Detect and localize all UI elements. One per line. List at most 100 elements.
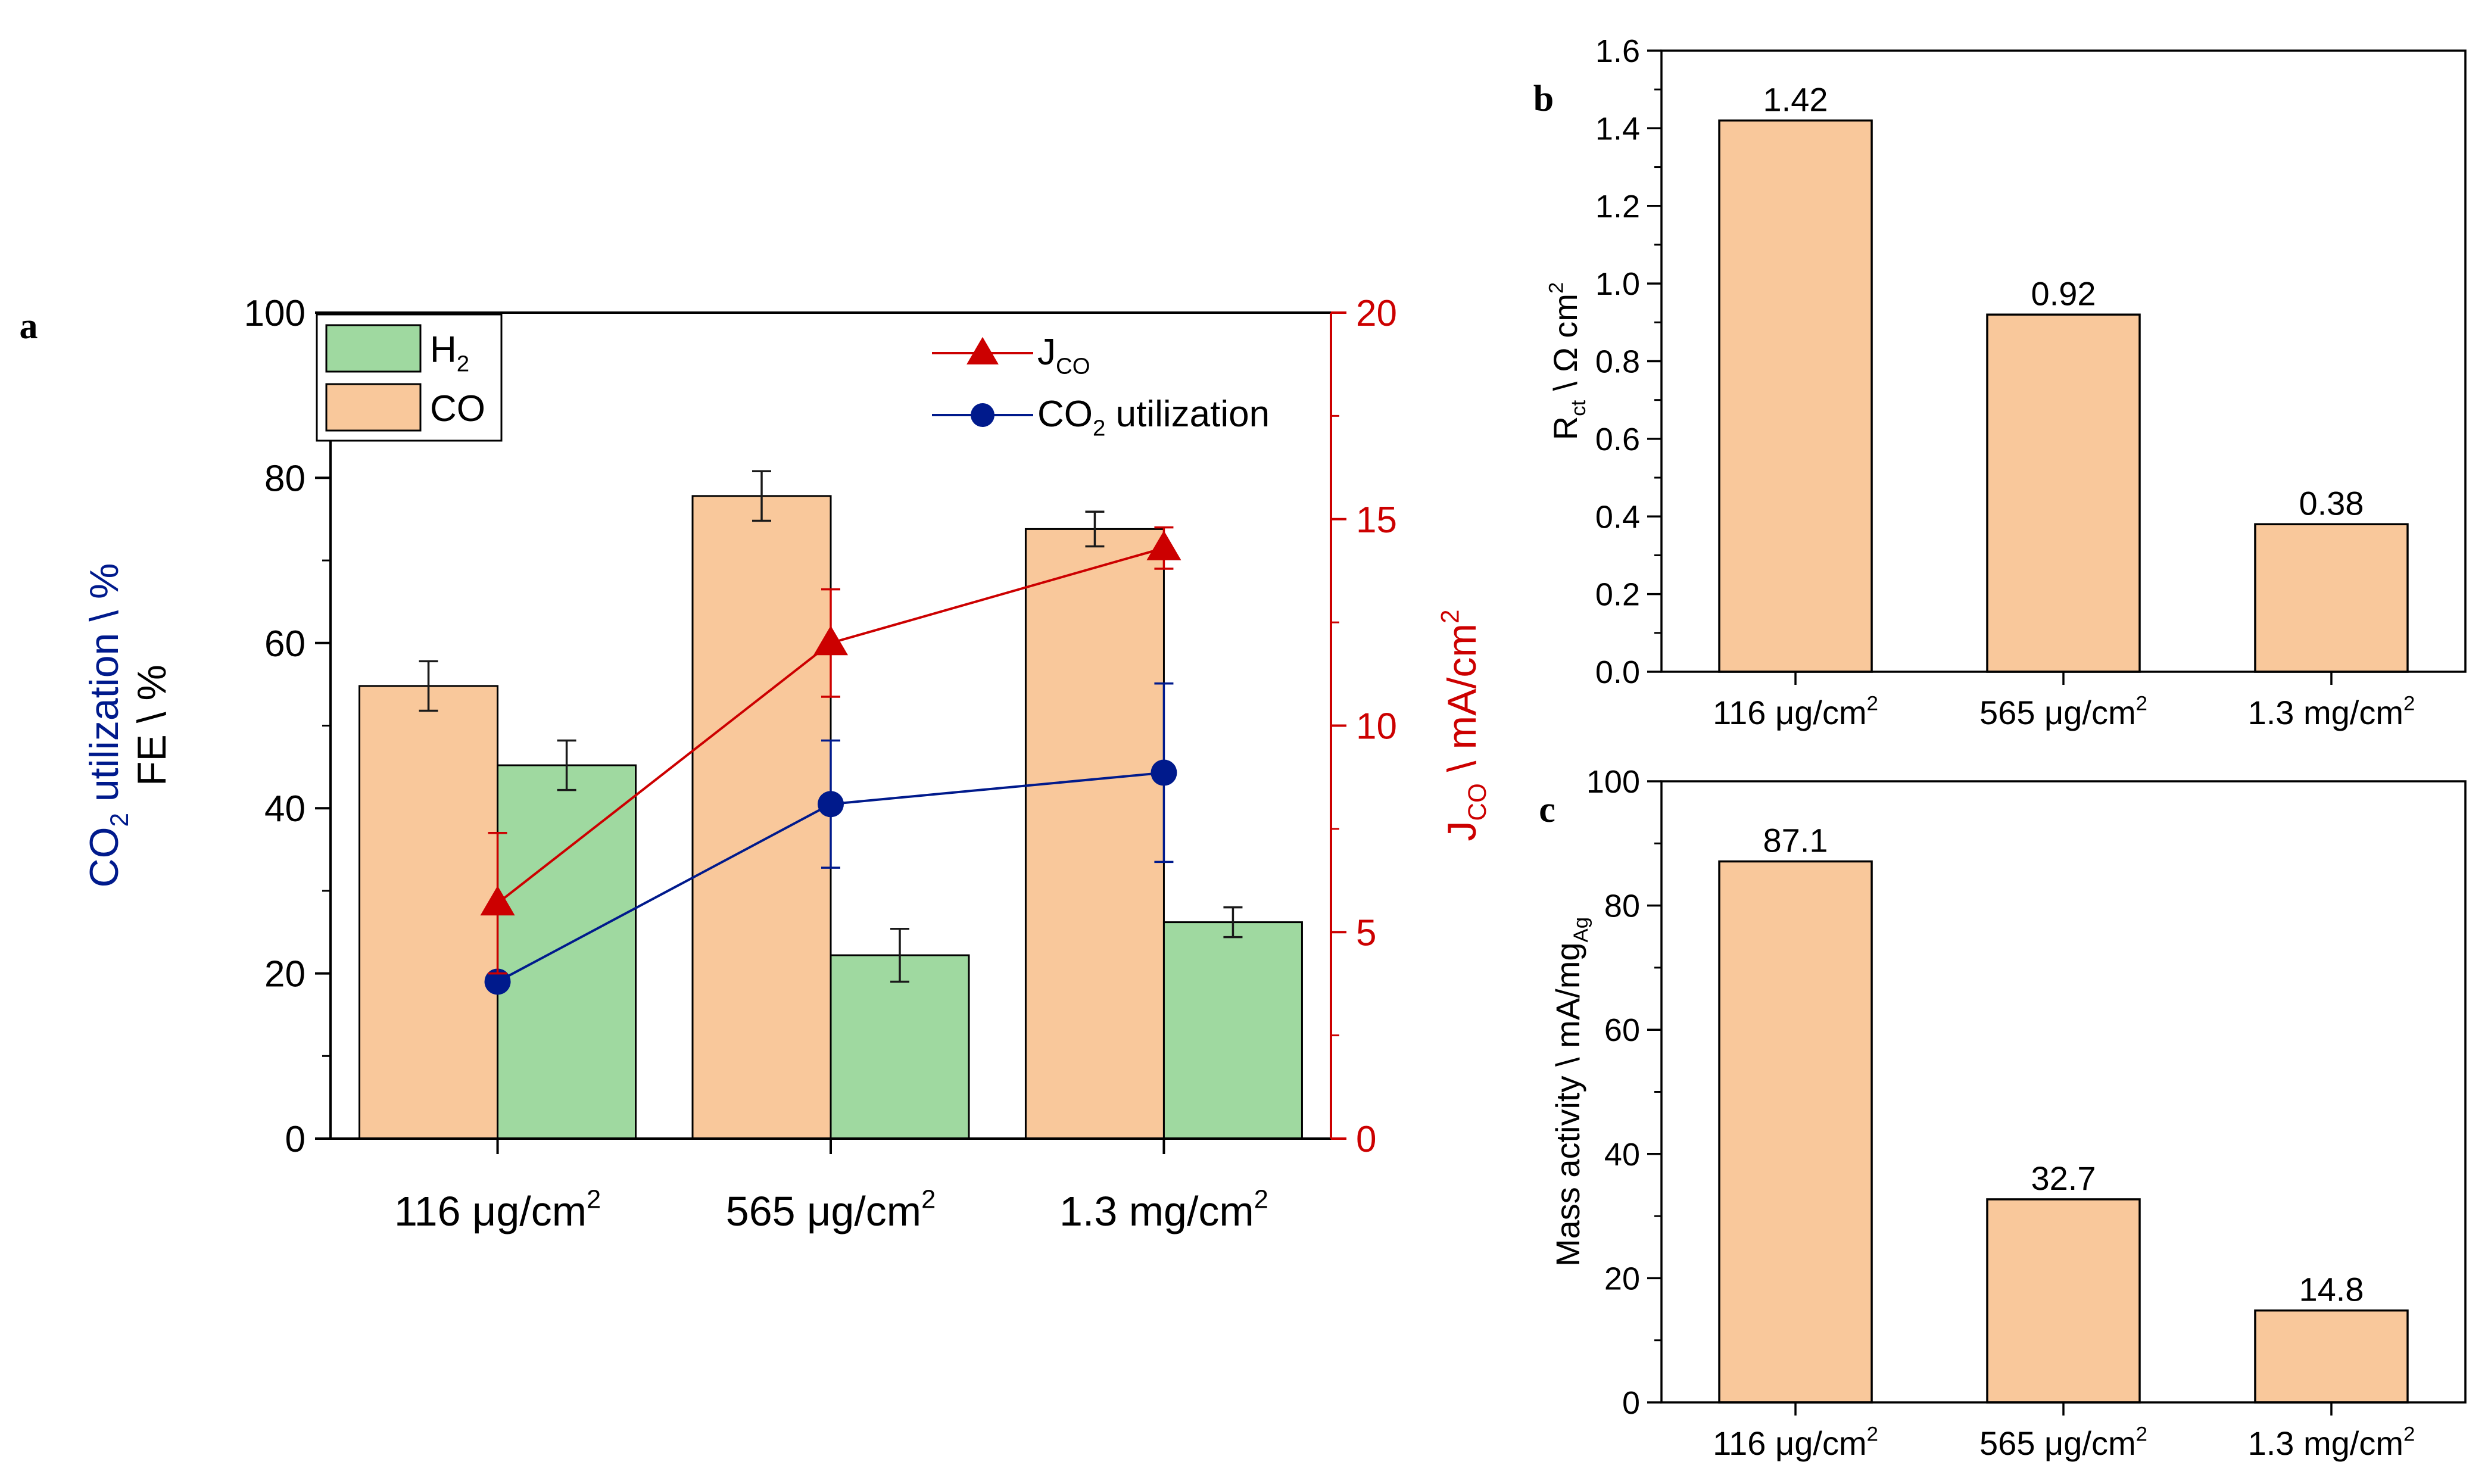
category-label: 565 μg/cm2 [726, 1186, 936, 1234]
legend-label-jco: JCO [1037, 332, 1090, 379]
tick-label-left: 20 [264, 954, 305, 995]
bar-co [358, 685, 499, 1140]
panel-b: b 1.42 0.92 0.38 0.0 0.2 0.4 0.6 0.8 1.0 1.2 1.4 1.6… [1533, 33, 2467, 731]
category-label: 116 μg/cm2 [394, 1186, 601, 1234]
text-part: J [1439, 821, 1485, 841]
category-label: 116 μg/cm2 [1713, 692, 1878, 731]
error-bar-h2 [1223, 906, 1243, 939]
text-part: 2 [1436, 610, 1464, 623]
tick-label: 0.8 [1595, 344, 1640, 380]
text-part: CO [1463, 783, 1491, 821]
text-part: CO [430, 388, 485, 429]
bar [1718, 119, 1873, 673]
legend-bars: H2 CO [316, 313, 503, 442]
text-part: 2 [1867, 1423, 1878, 1445]
panel-label: b [1533, 79, 1554, 119]
panel-label: c [1539, 790, 1555, 830]
bar-co [1024, 528, 1165, 1140]
text-part: 2 [457, 351, 469, 377]
text-part: 1.3 mg/cm [1059, 1188, 1254, 1234]
bar-h2 [830, 954, 970, 1140]
tick-label: 0.0 [1595, 654, 1640, 690]
tick-label: 0.6 [1595, 422, 1640, 457]
text-part: Ag [1570, 917, 1592, 942]
tick-label-right: 10 [1356, 706, 1397, 747]
category-label: 565 μg/cm2 [1979, 692, 2147, 731]
point-jco [480, 886, 515, 916]
tick-label-right: 15 [1356, 500, 1397, 541]
category-label: 1.3 mg/cm2 [2248, 692, 2415, 731]
bar [1718, 860, 1873, 1404]
text-part: 2 [2403, 692, 2415, 715]
error-bar-co [1085, 510, 1105, 548]
legend-marker-jco [967, 336, 999, 364]
tick-label: 1.0 [1595, 266, 1640, 302]
data-label: 14.8 [2299, 1271, 2364, 1308]
data-label: 87.1 [1763, 822, 1828, 859]
tick-label: 1.2 [1595, 189, 1640, 225]
tick-label: 100 [1586, 764, 1640, 800]
point-co2-utilization [818, 791, 844, 818]
tick-label-left: 60 [264, 623, 305, 665]
text-part: 2 [1093, 416, 1105, 441]
data-label: 0.92 [2031, 275, 2096, 312]
text-part: 2 [921, 1186, 936, 1214]
tick-label: 20 [1604, 1261, 1640, 1296]
text-part: 2 [1867, 692, 1878, 715]
text-part: 116 μg/cm [1713, 1424, 1866, 1462]
text-part: 116 μg/cm [394, 1188, 587, 1234]
text-part: 1.3 mg/cm [2248, 694, 2403, 731]
text-part: CO [1056, 354, 1090, 379]
text-part: ct [1567, 400, 1590, 416]
text-part: 565 μg/cm [1979, 1424, 2136, 1462]
category-label: 116 μg/cm2 [1713, 1423, 1878, 1462]
bar [2254, 523, 2409, 673]
text-part: \ Ω cm [1547, 294, 1584, 400]
text-part: 2 [587, 1186, 601, 1214]
text-part: 565 μg/cm [1979, 694, 2136, 731]
legend-label-h2: H2 [430, 329, 469, 377]
legend-marker-co2-utilization [971, 403, 994, 427]
error-bar-co [752, 470, 771, 522]
bar-h2 [497, 764, 637, 1140]
legend-label-co2-utilization: CO2 utilization [1037, 394, 1270, 441]
data-label: 32.7 [2031, 1159, 2096, 1197]
point-jco [1146, 531, 1181, 560]
point-co2-utilization [484, 968, 511, 995]
category-label: 565 μg/cm2 [1979, 1423, 2147, 1462]
error-bar-h2 [890, 927, 909, 983]
text-part: J [1037, 332, 1056, 373]
tick-label: 1.6 [1595, 33, 1640, 69]
text-part: utilization [1105, 394, 1270, 435]
text-part: 2 [105, 813, 133, 827]
tick-label: 80 [1604, 888, 1640, 924]
bar [2254, 1309, 2409, 1404]
text-part: 1.3 mg/cm [2248, 1424, 2403, 1462]
text-part: utilization \ % [82, 563, 127, 813]
ylabel: Mass activity \ mA/mgAg [1549, 917, 1592, 1267]
tick-label: 0 [1622, 1385, 1640, 1421]
text-part: 116 μg/cm [1713, 694, 1866, 731]
tick-label: 0.2 [1595, 577, 1640, 613]
tick-label: 1.4 [1595, 111, 1640, 146]
category-label: 1.3 mg/cm2 [2248, 1423, 2415, 1462]
bar [1986, 1198, 2141, 1404]
ylabel-left-co2-utilization: CO2 utilization \ % [82, 563, 133, 888]
tick-label-right: 5 [1356, 912, 1376, 953]
ylabel-left-fe: FE \ % [129, 665, 174, 786]
text-part: H [430, 329, 457, 370]
error-bar-co [419, 660, 438, 712]
panel-label: a [20, 306, 38, 347]
tick-label-left: 0 [285, 1119, 305, 1160]
bar-h2 [1162, 921, 1303, 1140]
text-part: 2 [1545, 282, 1567, 294]
legend-swatch-co [325, 383, 422, 432]
tick-label: 40 [1604, 1137, 1640, 1173]
text-part: 2 [2403, 1423, 2415, 1445]
bar-co [691, 495, 832, 1140]
legend-swatch-h2 [325, 324, 422, 373]
data-label: 1.42 [1763, 80, 1828, 118]
